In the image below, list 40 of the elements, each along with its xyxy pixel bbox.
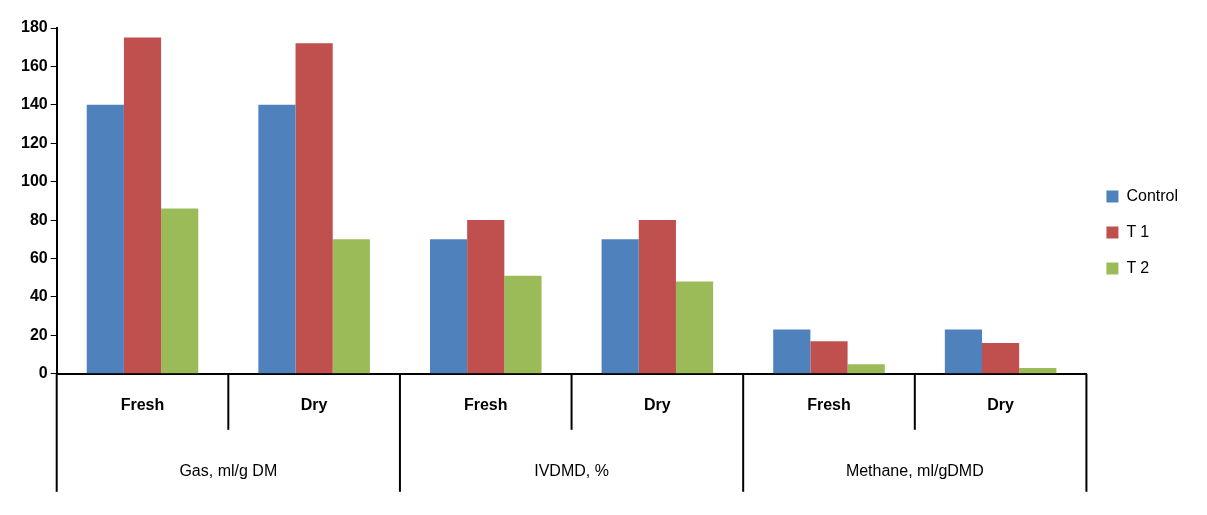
legend-label: T 1 <box>1126 222 1150 240</box>
x-tick-label: Dry <box>644 395 671 413</box>
bar <box>258 104 296 374</box>
y-tick-label: 120 <box>20 133 48 151</box>
bar <box>675 281 714 374</box>
y-tick-label: 160 <box>20 56 48 74</box>
y-tick-label: 80 <box>29 210 48 228</box>
y-tick-label: 40 <box>29 287 48 305</box>
bar <box>504 275 542 374</box>
x-tick-label: Fresh <box>807 395 851 413</box>
x-tick-label: Dry <box>987 395 1015 413</box>
bar <box>429 239 468 374</box>
legend-label: Control <box>1126 186 1178 204</box>
bar <box>332 239 370 374</box>
x-tick-label: Fresh <box>463 395 508 413</box>
y-tick-label: 140 <box>20 95 48 113</box>
x-tick-label: Dry <box>300 395 328 413</box>
bar <box>601 239 639 374</box>
y-tick-label: 100 <box>20 172 48 190</box>
text: IVDMD, % <box>534 462 609 480</box>
legend-label: T 2 <box>1126 258 1150 276</box>
text: Methane, ml/gDMD <box>845 462 984 480</box>
bar <box>1019 368 1057 374</box>
bar <box>86 104 124 374</box>
bar <box>638 220 676 374</box>
bar <box>982 343 1020 374</box>
x-tick-label: Fresh <box>120 395 165 413</box>
bar <box>467 220 505 374</box>
text: Gas, ml/g DM <box>179 462 278 480</box>
y-tick-label: 0 <box>38 364 48 382</box>
bar <box>161 208 199 374</box>
bar <box>944 329 983 374</box>
y-tick-label: 20 <box>29 325 48 343</box>
bar <box>295 43 333 374</box>
y-tick-label: 180 <box>20 18 48 36</box>
bar <box>847 364 885 374</box>
bar <box>773 329 811 374</box>
bar <box>810 341 848 374</box>
y-tick-label: 60 <box>29 248 48 266</box>
bar <box>123 37 162 374</box>
